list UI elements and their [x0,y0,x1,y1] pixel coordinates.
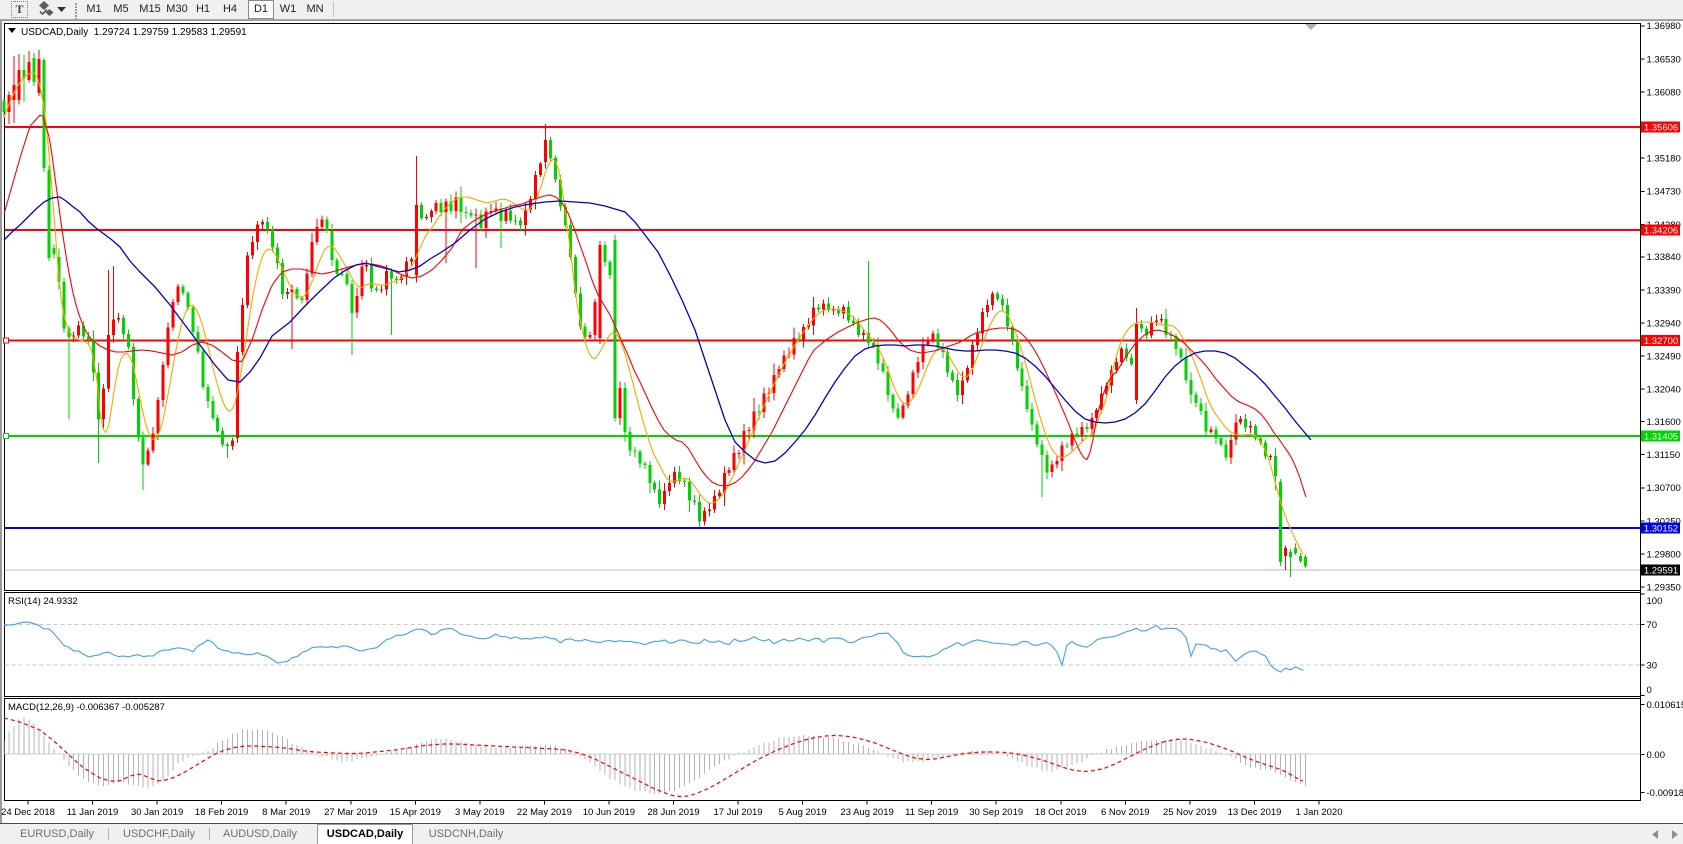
svg-text:1.31405: 1.31405 [1644,432,1678,443]
svg-text:1.32040: 1.32040 [1647,385,1681,396]
svg-text:USDCAD,Daily 1.29724 1.29759: USDCAD,Daily 1.29724 1.29759 1.29583 1.2… [21,27,247,38]
svg-text:18 Feb 2019: 18 Feb 2019 [195,807,248,818]
svg-text:25 Nov 2019: 25 Nov 2019 [1163,807,1217,818]
svg-text:-0.009181: -0.009181 [1647,788,1683,799]
svg-text:11 Sep 2019: 11 Sep 2019 [905,807,958,818]
svg-text:17 Jul 2019: 17 Jul 2019 [713,807,762,818]
svg-text:1 Jan 2020: 1 Jan 2020 [1295,807,1342,818]
svg-text:30: 30 [1647,661,1658,672]
svg-text:22 May 2019: 22 May 2019 [517,807,572,818]
svg-text:0.010615: 0.010615 [1647,700,1683,711]
svg-text:15 Apr 2019: 15 Apr 2019 [390,807,441,818]
svg-text:1.34730: 1.34730 [1647,187,1681,198]
svg-text:30 Sep 2019: 30 Sep 2019 [969,807,1023,818]
svg-text:1.30250: 1.30250 [1647,516,1681,527]
svg-text:6 Nov 2019: 6 Nov 2019 [1101,807,1150,818]
svg-text:27 Mar 2019: 27 Mar 2019 [324,807,377,818]
svg-text:1.35180: 1.35180 [1647,154,1681,165]
svg-text:1.34206: 1.34206 [1644,225,1678,236]
svg-text:1.36530: 1.36530 [1647,54,1681,65]
svg-text:24 Dec 2018: 24 Dec 2018 [1,807,55,818]
svg-text:1.31600: 1.31600 [1647,417,1681,428]
svg-text:1.35606: 1.35606 [1644,122,1678,133]
svg-text:1.32490: 1.32490 [1647,352,1681,363]
svg-text:1.33390: 1.33390 [1647,285,1681,296]
svg-text:8 Mar 2019: 8 Mar 2019 [262,807,310,818]
svg-text:1.32940: 1.32940 [1647,318,1681,329]
svg-text:23 Aug 2019: 23 Aug 2019 [840,807,893,818]
svg-text:RSI(14) 24.9332: RSI(14) 24.9332 [8,596,78,607]
svg-text:5 Aug 2019: 5 Aug 2019 [779,807,827,818]
svg-text:1.33840: 1.33840 [1647,252,1681,263]
svg-text:3 May 2019: 3 May 2019 [455,807,505,818]
svg-text:1.29800: 1.29800 [1647,549,1681,560]
svg-text:1.31150: 1.31150 [1647,450,1681,461]
svg-text:18 Oct 2019: 18 Oct 2019 [1035,807,1087,818]
svg-text:1.36080: 1.36080 [1647,87,1681,98]
svg-text:1.32700: 1.32700 [1644,336,1678,347]
svg-text:70: 70 [1647,620,1658,631]
svg-text:1.30700: 1.30700 [1647,483,1681,494]
svg-text:MACD(12,26,9) -0.006367 -0.005: MACD(12,26,9) -0.006367 -0.005287 [8,702,165,713]
svg-text:28 Jun 2019: 28 Jun 2019 [647,807,699,818]
svg-text:1.29591: 1.29591 [1644,566,1678,577]
svg-text:10 Jun 2019: 10 Jun 2019 [583,807,635,818]
svg-text:0: 0 [1647,685,1652,696]
svg-text:100: 100 [1647,596,1663,607]
svg-text:11 Jan 2019: 11 Jan 2019 [67,807,119,818]
svg-text:0.00: 0.00 [1647,750,1666,761]
svg-text:30 Jan 2019: 30 Jan 2019 [131,807,183,818]
svg-text:13 Dec 2019: 13 Dec 2019 [1228,807,1282,818]
svg-text:1.29350: 1.29350 [1647,583,1681,594]
svg-text:1.36980: 1.36980 [1647,21,1681,32]
svg-text:1.30152: 1.30152 [1644,524,1678,535]
